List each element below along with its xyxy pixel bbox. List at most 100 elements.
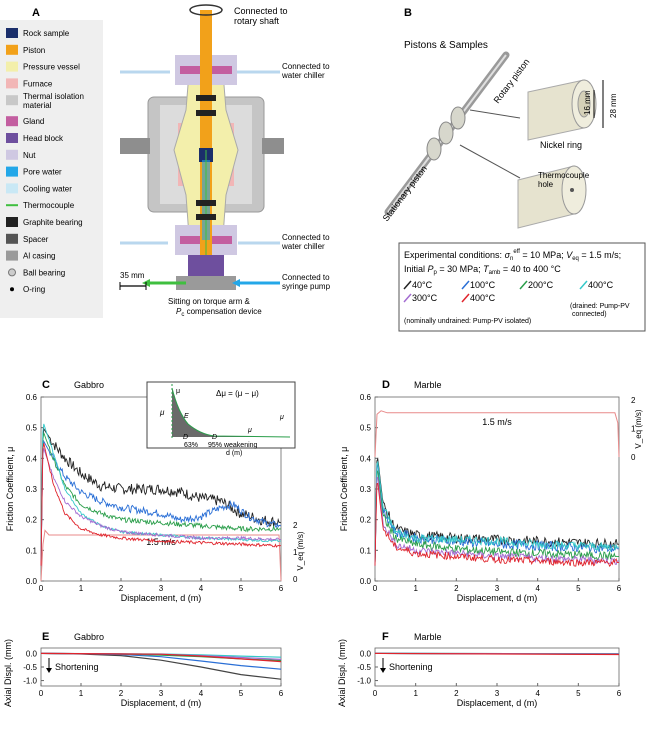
x-tick-label: 2 bbox=[454, 584, 459, 593]
series-swatch bbox=[519, 280, 528, 290]
legend-a-swatch bbox=[6, 217, 18, 227]
series-label: 100°C bbox=[470, 280, 496, 290]
y-tick-label: 0.0 bbox=[360, 649, 372, 658]
undrained-note: (nominally undrained: Pump-PV isolated) bbox=[404, 318, 531, 325]
inset-mbw-label: μ bbox=[279, 414, 284, 421]
chart-panel-c: C Gabbro 0 1 2 3 4 5 6 0.0 0.1 0.2 0.3 0.4 0.5 0.6 Displ… bbox=[5, 379, 305, 603]
x-tick-label: 5 bbox=[239, 689, 244, 698]
legend-a-swatch bbox=[6, 133, 18, 143]
series-line bbox=[40, 427, 282, 566]
x-tick-label: 0 bbox=[373, 689, 378, 698]
y2-tick-label: 1 bbox=[293, 548, 298, 557]
y-tick-label: 0.1 bbox=[26, 546, 38, 555]
thermocouple-hole-label: Thermocouple hole bbox=[538, 171, 590, 189]
y-tick-label: 0.5 bbox=[360, 424, 372, 433]
shortening-arrowhead bbox=[380, 668, 386, 673]
x-tick-label: 5 bbox=[576, 689, 581, 698]
legend-a-label: Piston bbox=[23, 46, 45, 55]
series-swatch bbox=[403, 280, 412, 290]
panel-label: E bbox=[42, 631, 49, 643]
panel-label-a: A bbox=[32, 7, 40, 19]
y-tick-label: -0.5 bbox=[23, 663, 37, 672]
x-axis-label: Displacement, d (m) bbox=[121, 698, 202, 708]
y-axis-label: Axial Displ. (mm) bbox=[337, 639, 347, 707]
x-tick-label: 3 bbox=[159, 584, 164, 593]
conditions-line2: Initial Pp = 30 MPa; Tamb = 40 to 400 °C bbox=[404, 264, 561, 276]
pump-label: Connected to syringe pump bbox=[282, 273, 331, 291]
shortening-label: Shortening bbox=[389, 662, 433, 672]
chart-title: Marble bbox=[414, 632, 442, 642]
inset-dc0-label: D bbox=[183, 434, 188, 441]
legend-a-swatch bbox=[6, 250, 18, 261]
y-tick-label: 0.1 bbox=[360, 546, 372, 555]
x-tick-label: 3 bbox=[159, 689, 164, 698]
series-label: 400°C bbox=[588, 280, 614, 290]
inset-95-label: 95% weakening bbox=[208, 442, 258, 449]
series-line bbox=[374, 652, 620, 656]
shortening-label: Shortening bbox=[55, 662, 99, 672]
y2-tick-label: 0 bbox=[631, 453, 636, 462]
legend-a-label: Furnace bbox=[23, 79, 53, 88]
series-line bbox=[374, 460, 620, 566]
inset-mup-label: μ bbox=[176, 388, 180, 395]
nickel-ring-label: Nickel ring bbox=[540, 140, 582, 150]
x-tick-label: 0 bbox=[39, 689, 44, 698]
inset-mu-label: μ bbox=[159, 408, 165, 417]
legend-a-swatch bbox=[6, 116, 18, 127]
apparatus-diagram bbox=[119, 4, 284, 290]
x-tick-label: 5 bbox=[239, 584, 244, 593]
x-tick-label: 3 bbox=[495, 689, 500, 698]
y-tick-label: 0.2 bbox=[360, 516, 372, 525]
series-line bbox=[40, 652, 282, 663]
y-axis-label: Friction Coefficient, μ bbox=[5, 447, 15, 532]
base-label-line2: Pc compensation device bbox=[176, 307, 262, 318]
pistons-illustration bbox=[384, 51, 604, 229]
dim-outer-label: 28 mm bbox=[609, 93, 618, 118]
series-label: 40°C bbox=[412, 280, 433, 290]
dim-inner-label: 16 mm bbox=[583, 90, 592, 115]
shortening-arrowhead bbox=[46, 668, 52, 673]
conditions-line1: Experimental conditions: σneff = 10 MPa;… bbox=[404, 249, 621, 262]
graphite-bearing-1 bbox=[196, 95, 216, 101]
y-tick-label: 0.0 bbox=[26, 577, 38, 586]
nickel-ring-hole bbox=[577, 90, 591, 118]
x-tick-label: 1 bbox=[79, 689, 84, 698]
legend-a-swatch bbox=[6, 61, 18, 72]
velocity-line bbox=[40, 529, 282, 582]
x-tick-label: 6 bbox=[279, 584, 284, 593]
series-line bbox=[40, 448, 281, 566]
x-tick-label: 2 bbox=[454, 689, 459, 698]
legend-a-swatch bbox=[6, 44, 18, 55]
x-tick-label: 4 bbox=[535, 584, 540, 593]
y-tick-label: 0.4 bbox=[26, 454, 38, 463]
y-tick-label: 0.2 bbox=[26, 516, 38, 525]
velocity-label: 1.5 m/s bbox=[146, 537, 176, 547]
velocity-label: 1.5 m/s bbox=[482, 417, 512, 427]
graphite-bearing-4 bbox=[196, 214, 216, 220]
furnace-left-port bbox=[120, 138, 150, 154]
legend-a-label: Ball bearing bbox=[23, 268, 65, 277]
x-tick-label: 2 bbox=[119, 689, 124, 698]
charts: C Gabbro 0 1 2 3 4 5 6 0.0 0.1 0.2 0.3 0.4 0.5 0.6 Displ… bbox=[3, 379, 643, 708]
inset-63-label: 63% bbox=[184, 442, 198, 449]
y-axis-label: Axial Displ. (mm) bbox=[3, 639, 13, 707]
series-line bbox=[374, 470, 620, 566]
graphite-bearing-3 bbox=[196, 200, 216, 206]
inset-dc-label: D bbox=[212, 434, 217, 441]
x-tick-label: 4 bbox=[199, 584, 204, 593]
panel-label: F bbox=[382, 631, 389, 643]
chart-panel-e: E Gabbro 0 1 2 3 4 5 6 0.0 -0.5 -1.0 Displacement, d… bbox=[3, 631, 284, 708]
series-line bbox=[40, 443, 281, 566]
legend-a-swatch bbox=[6, 78, 18, 89]
rotary-shaft-label: Connected to rotary shaft bbox=[234, 6, 288, 26]
legend-a-label: O-ring bbox=[23, 285, 45, 294]
series-label: 200°C bbox=[528, 280, 554, 290]
legend-a: Rock sample Piston Pressure vessel Furnace T… bbox=[6, 28, 84, 294]
inset-mss-label: μ bbox=[247, 427, 252, 434]
legend-a-label: Graphite bearing bbox=[23, 218, 83, 227]
y2-axis-label: V_eq (m/s) bbox=[296, 531, 305, 570]
y-tick-label: -1.0 bbox=[357, 677, 371, 686]
conditions-series-legend: 40°C 100°C 200°C 400°C 300°C 400°C bbox=[403, 280, 614, 303]
pistons-title: Pistons & Samples bbox=[404, 40, 488, 51]
